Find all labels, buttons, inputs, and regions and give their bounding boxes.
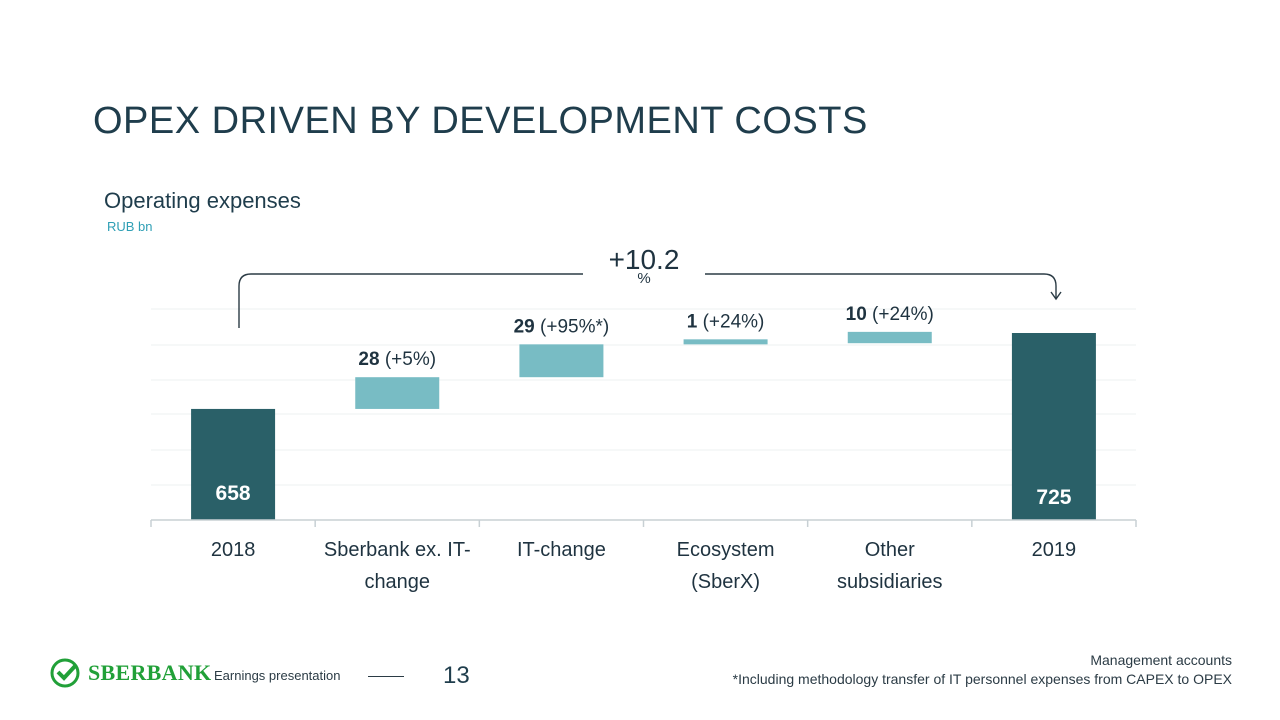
category-label: 2018	[211, 539, 256, 561]
growth-label: (+95%*)	[535, 316, 609, 337]
value-number: 1	[687, 311, 698, 332]
chart-title: Operating expenses	[104, 188, 301, 213]
value-label: 28 (+5%)	[358, 349, 436, 370]
bar-other-subsidiaries	[847, 331, 932, 344]
footnote: *Including methodology transfer of IT pe…	[732, 671, 1232, 687]
value-number: 10	[846, 304, 867, 325]
footer-label: Earnings presentation	[214, 668, 341, 683]
change-bracket-right	[705, 273, 1057, 298]
growth-label: (+24%)	[867, 304, 934, 325]
category-label: change	[364, 571, 430, 593]
source-note: Management accounts	[1090, 652, 1232, 668]
sberbank-logo: SBERBANK	[50, 658, 211, 688]
bar-ecosystem-sberx-	[683, 339, 768, 345]
category-label: Other	[865, 539, 915, 561]
bar-2018	[191, 408, 276, 520]
growth-label: (+5%)	[380, 349, 437, 370]
category-label: subsidiaries	[837, 571, 943, 593]
value-number: 29	[514, 316, 535, 337]
value-label: 1 (+24%)	[687, 311, 765, 332]
value-label: 658	[216, 482, 251, 505]
category-label: IT-change	[517, 539, 606, 561]
overall-change-unit: %	[637, 270, 650, 287]
category-label: 2019	[1032, 539, 1077, 561]
chart-unit: RUB bn	[107, 219, 153, 234]
growth-label: (+24%)	[697, 311, 764, 332]
value-label: 725	[1036, 486, 1071, 509]
category-label: (SberX)	[691, 571, 760, 593]
value-label: 29 (+95%*)	[514, 316, 610, 337]
category-label: Sberbank ex. IT-	[324, 539, 471, 561]
bar-2019	[1011, 333, 1096, 520]
change-bracket-left	[238, 273, 583, 328]
page-number: 13	[443, 662, 470, 689]
value-label: 10 (+24%)	[846, 304, 934, 325]
value-number: 28	[358, 349, 379, 370]
category-label: Ecosystem	[677, 539, 775, 561]
page-title: OPEX DRIVEN BY DEVELOPMENT COSTS	[93, 100, 868, 142]
change-arrow-icon	[1050, 291, 1062, 301]
bar-sberbank-ex-it-change	[355, 377, 440, 409]
sberbank-logo-text: SBERBANK	[88, 660, 212, 685]
sberbank-logo-icon	[50, 658, 80, 688]
footer-divider	[368, 676, 404, 677]
bar-it-change	[519, 344, 604, 378]
overall-change-value: +10.2	[609, 244, 680, 275]
